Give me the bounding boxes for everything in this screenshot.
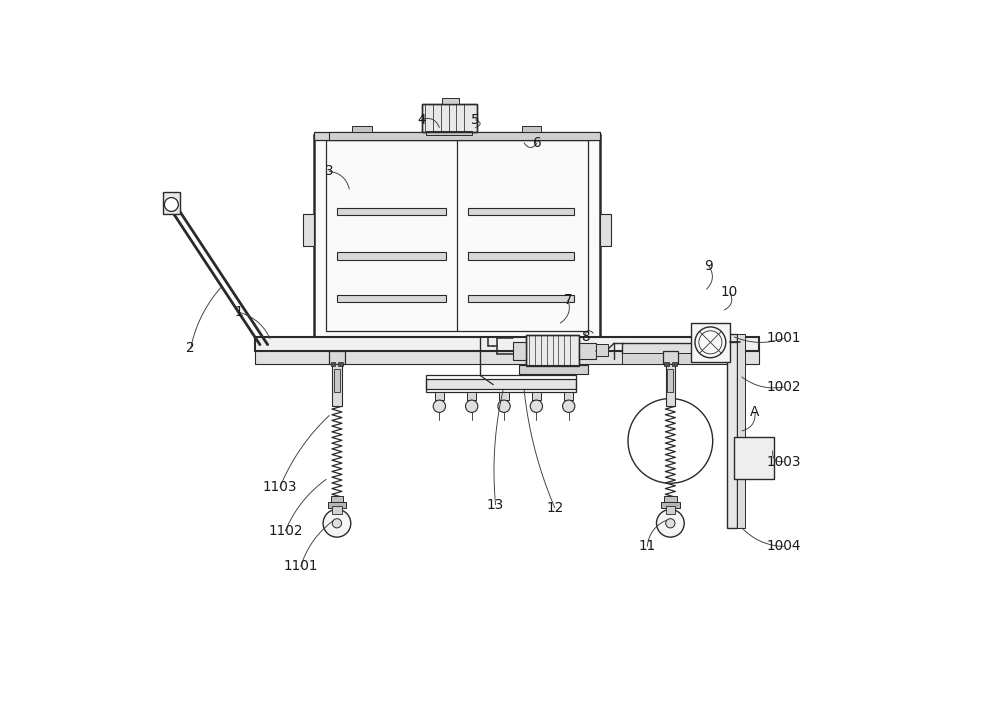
Text: 1102: 1102: [268, 524, 303, 538]
Bar: [666, 506, 675, 514]
Circle shape: [530, 400, 543, 412]
Bar: [422, 105, 477, 132]
Bar: [526, 335, 579, 366]
Bar: [727, 334, 737, 528]
Text: 10: 10: [721, 285, 738, 299]
Bar: [326, 140, 588, 331]
Bar: [596, 344, 608, 356]
Bar: [532, 392, 541, 400]
Bar: [303, 214, 314, 246]
Bar: [622, 343, 731, 354]
Text: 13: 13: [487, 498, 504, 512]
Bar: [331, 362, 335, 366]
Text: 4: 4: [417, 113, 426, 127]
Bar: [622, 353, 731, 364]
Text: 1001: 1001: [766, 332, 801, 346]
Circle shape: [466, 400, 478, 412]
Bar: [426, 379, 576, 390]
Bar: [672, 362, 677, 366]
Bar: [332, 364, 342, 406]
Bar: [255, 337, 759, 351]
Bar: [337, 208, 446, 216]
Bar: [329, 132, 600, 140]
Text: 1004: 1004: [766, 539, 801, 553]
Bar: [499, 392, 509, 400]
Bar: [579, 343, 596, 359]
Bar: [255, 351, 759, 364]
Circle shape: [164, 198, 178, 211]
Text: 1003: 1003: [766, 455, 801, 469]
Bar: [331, 496, 343, 503]
Circle shape: [498, 400, 510, 412]
Text: 7: 7: [564, 293, 572, 307]
Bar: [352, 126, 372, 132]
Bar: [600, 214, 611, 246]
Bar: [734, 437, 774, 480]
Circle shape: [563, 400, 575, 412]
Circle shape: [332, 518, 342, 528]
Bar: [661, 502, 680, 508]
Bar: [468, 208, 574, 216]
Bar: [338, 362, 343, 366]
Circle shape: [695, 327, 726, 358]
Bar: [442, 98, 459, 105]
Text: 12: 12: [546, 501, 563, 515]
Text: 1: 1: [235, 305, 243, 319]
Circle shape: [666, 518, 675, 528]
Bar: [337, 294, 446, 302]
Bar: [332, 506, 342, 514]
Bar: [329, 351, 345, 364]
Bar: [314, 132, 600, 140]
Text: 11: 11: [639, 539, 656, 553]
Bar: [337, 252, 446, 260]
Text: 6: 6: [533, 136, 541, 150]
Bar: [522, 126, 541, 132]
Text: 1101: 1101: [284, 559, 318, 574]
Bar: [435, 392, 444, 400]
Text: A: A: [750, 405, 760, 420]
Bar: [328, 502, 346, 508]
Bar: [564, 392, 573, 400]
Text: 2: 2: [186, 342, 195, 355]
Text: 3: 3: [325, 165, 334, 178]
Circle shape: [656, 509, 684, 537]
Bar: [422, 105, 477, 132]
Bar: [667, 369, 673, 392]
Bar: [512, 342, 526, 360]
Bar: [467, 392, 476, 400]
Bar: [468, 294, 574, 302]
Bar: [163, 192, 180, 214]
Circle shape: [433, 400, 446, 412]
Bar: [663, 351, 678, 364]
Bar: [737, 334, 745, 528]
Bar: [334, 369, 340, 392]
Bar: [666, 364, 675, 406]
Text: 5: 5: [471, 113, 480, 127]
Bar: [664, 362, 669, 366]
Text: 9: 9: [704, 259, 713, 273]
Text: 8: 8: [581, 330, 590, 344]
Circle shape: [323, 509, 351, 537]
Bar: [468, 252, 574, 260]
Bar: [691, 323, 730, 362]
Bar: [519, 364, 588, 374]
Text: 1002: 1002: [766, 380, 801, 394]
Bar: [426, 375, 576, 392]
Bar: [314, 135, 600, 337]
Bar: [526, 335, 579, 366]
Text: 1103: 1103: [263, 480, 297, 494]
Bar: [426, 130, 472, 135]
Bar: [664, 496, 677, 503]
